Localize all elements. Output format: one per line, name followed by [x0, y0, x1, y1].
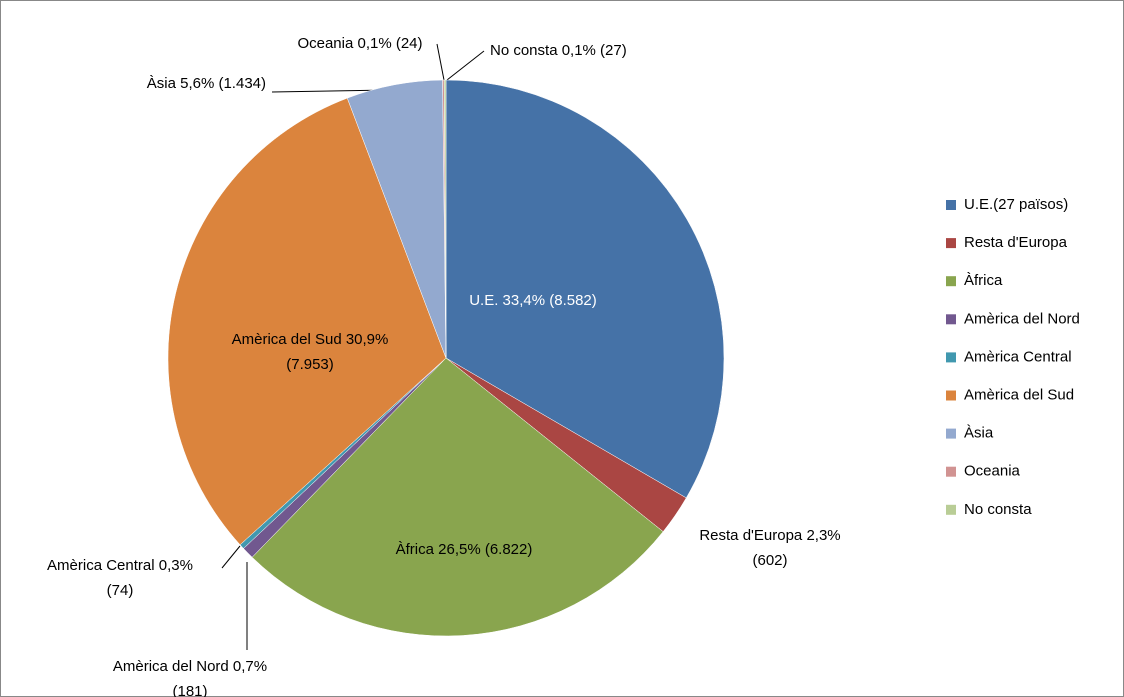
- data-label: (74): [107, 582, 134, 599]
- data-label: (602): [752, 552, 787, 569]
- legend-swatch: [946, 504, 956, 515]
- leader-line: [436, 43, 445, 81]
- legend-label: Amèrica Central: [964, 348, 1072, 365]
- legend-label: Resta d'Europa: [964, 234, 1068, 251]
- data-label: (181): [172, 683, 207, 697]
- legend-swatch: [946, 352, 956, 363]
- leader-line: [221, 545, 241, 569]
- legend-label: Àsia: [964, 425, 994, 442]
- leader-line: [446, 50, 485, 81]
- legend-label: Amèrica del Sud: [964, 386, 1074, 403]
- legend-label: No consta: [964, 501, 1032, 518]
- pie-slice: [167, 97, 447, 546]
- data-label: (7.953): [286, 356, 334, 373]
- legend-swatch: [946, 200, 956, 210]
- legend-swatch: [946, 428, 956, 439]
- data-label: Amèrica Central 0,3%: [47, 557, 193, 574]
- legend-swatch: [946, 276, 956, 287]
- pie-slice: [445, 79, 725, 499]
- legend-label: U.E.(27 països): [964, 196, 1068, 213]
- data-label: Oceania 0,1% (24): [297, 35, 422, 52]
- legend-swatch: [946, 466, 956, 477]
- data-label: Amèrica del Sud 30,9%: [232, 331, 389, 348]
- data-label: Amèrica del Nord 0,7%: [113, 658, 267, 675]
- data-label: Àsia 5,6% (1.434): [147, 75, 266, 92]
- legend-label: Oceania: [964, 463, 1021, 480]
- data-label: Resta d'Europa 2,3%: [699, 527, 840, 544]
- legend-swatch: [946, 238, 956, 249]
- data-label: U.E. 33,4% (8.582): [469, 292, 597, 309]
- data-label: No consta 0,1% (27): [490, 42, 627, 59]
- data-label: Àfrica 26,5% (6.822): [396, 541, 533, 558]
- legend-label: Àfrica: [964, 272, 1003, 289]
- pie-slice: [251, 357, 664, 637]
- pie-slice: [443, 79, 447, 359]
- legend-swatch: [946, 390, 956, 401]
- legend-label: Amèrica del Nord: [964, 310, 1080, 327]
- legend-swatch: [946, 314, 956, 325]
